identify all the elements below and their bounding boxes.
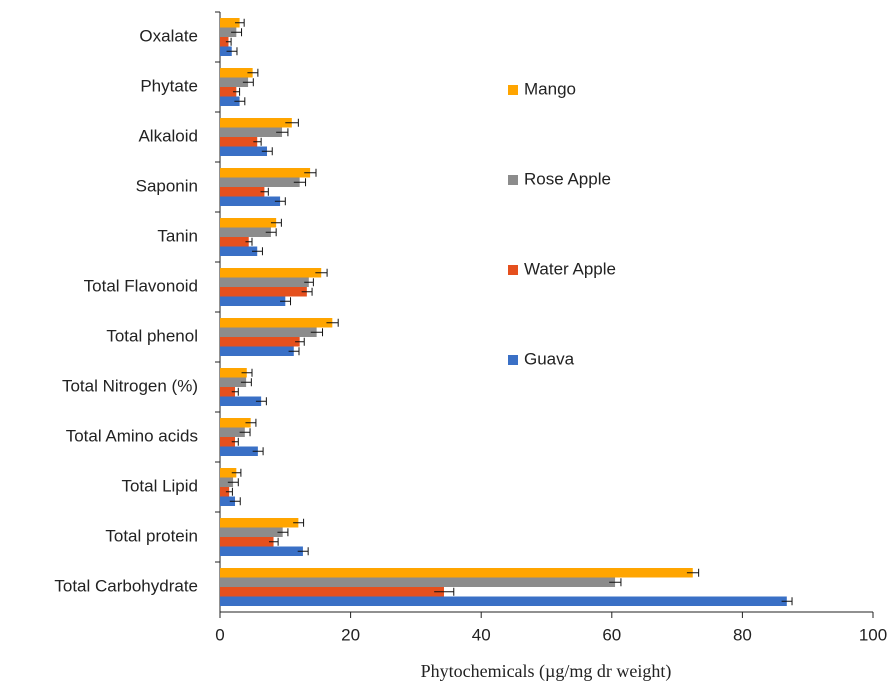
bar — [220, 327, 317, 337]
bar — [220, 18, 240, 28]
y-tick-label: Total phenol — [106, 326, 198, 345]
legend-label: Mango — [524, 79, 576, 98]
bar — [220, 196, 281, 206]
bar — [220, 277, 309, 287]
bar — [220, 396, 262, 406]
bar — [220, 568, 693, 578]
bar — [220, 368, 247, 378]
bar — [220, 437, 236, 447]
y-tick-label: Total protein — [105, 526, 198, 545]
y-tick-label: Total Nitrogen (%) — [62, 376, 198, 395]
legend-label: Water Apple — [524, 259, 616, 278]
bar — [220, 146, 268, 156]
bar — [220, 37, 229, 47]
bar — [220, 477, 234, 487]
x-tick-label: 80 — [733, 625, 752, 644]
bar — [220, 287, 307, 297]
bar — [220, 137, 258, 147]
bar — [220, 87, 237, 97]
bar — [220, 518, 299, 528]
legend-label: Rose Apple — [524, 169, 611, 188]
bar — [220, 318, 333, 328]
x-tick-label: 100 — [859, 625, 887, 644]
bar — [220, 118, 292, 128]
y-tick-label: Total Carbohydrate — [54, 576, 198, 595]
x-axis-label: Phytochemicals (µg/mg dr weight) — [421, 661, 672, 682]
bar — [220, 227, 271, 237]
x-tick-label: 20 — [341, 625, 360, 644]
bar — [220, 177, 300, 187]
bar — [220, 496, 236, 506]
bar — [220, 446, 258, 456]
bar — [220, 468, 237, 478]
bar — [220, 377, 247, 387]
bar — [220, 346, 294, 356]
bar — [220, 418, 251, 428]
bar — [220, 577, 616, 587]
bar — [220, 296, 286, 306]
bar — [220, 237, 249, 247]
legend-swatch — [508, 265, 518, 275]
y-tick-label: Total Amino acids — [66, 426, 198, 445]
bar — [220, 46, 232, 56]
bar — [220, 127, 283, 137]
y-tick-label: Tanin — [157, 226, 198, 245]
y-tick-label: Alkaloid — [138, 126, 198, 145]
x-tick-label: 60 — [602, 625, 621, 644]
bar — [220, 68, 253, 78]
bar — [220, 537, 274, 547]
y-tick-label: Phytate — [140, 76, 198, 95]
x-tick-label: 0 — [215, 625, 224, 644]
bar — [220, 218, 277, 228]
bar — [220, 546, 303, 556]
bar — [220, 246, 258, 256]
legend-label: Guava — [524, 349, 575, 368]
bar — [220, 77, 249, 87]
x-tick-label: 40 — [472, 625, 491, 644]
bar — [220, 596, 787, 606]
legend-swatch — [508, 175, 518, 185]
bar — [220, 168, 311, 178]
bar — [220, 27, 237, 37]
legend-swatch — [508, 355, 518, 365]
y-tick-label: Total Flavonoid — [84, 276, 198, 295]
bar — [220, 527, 283, 537]
bar — [220, 587, 444, 597]
y-tick-label: Oxalate — [139, 26, 198, 45]
bar — [220, 387, 236, 397]
legend-swatch — [508, 85, 518, 95]
y-tick-label: Total Lipid — [121, 476, 198, 495]
bar — [220, 268, 322, 278]
bar — [220, 96, 240, 106]
y-tick-label: Saponin — [136, 176, 198, 195]
bar — [220, 337, 300, 347]
bar — [220, 187, 265, 197]
bar — [220, 427, 245, 437]
bar — [220, 487, 230, 497]
